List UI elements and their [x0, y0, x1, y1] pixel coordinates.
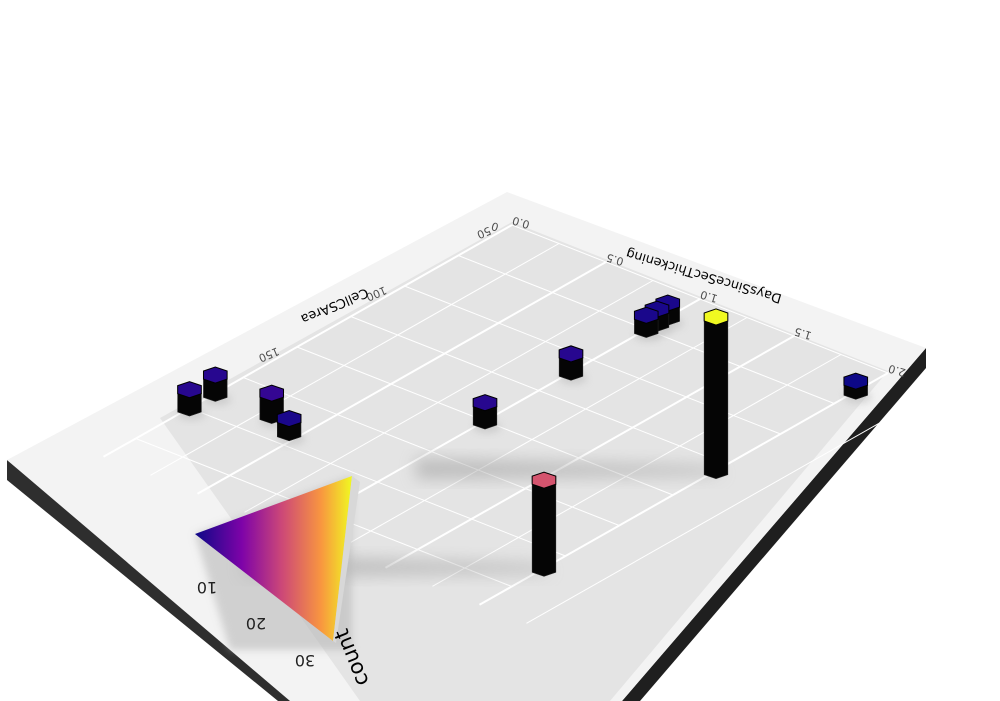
legend-tick: 20 — [246, 614, 266, 633]
hex-bar-top — [703, 308, 729, 326]
hex-bar-body — [703, 312, 729, 479]
grid-line-y — [189, 407, 566, 557]
color-legend: 10 20 30 count — [195, 476, 374, 690]
grid-line-y — [243, 377, 620, 526]
x-tick-label: 1.5 — [793, 325, 813, 342]
grid-line-x — [197, 261, 607, 495]
y-tick-label: 50 — [475, 224, 493, 241]
grid-line-x — [338, 317, 748, 550]
hex-bar-top — [202, 366, 228, 384]
grid-line-y — [350, 316, 727, 465]
grid-line-x — [150, 243, 560, 476]
hex-bar-top — [558, 345, 584, 363]
hex-bar-top — [531, 471, 557, 489]
hex-bar-top — [633, 306, 659, 324]
x-tick-label: 1.0 — [699, 288, 719, 305]
legend-colorbar — [195, 476, 352, 641]
grid-line-x — [244, 280, 654, 513]
legend-colorbar-side — [333, 476, 360, 643]
legend-tick: 30 — [295, 651, 315, 670]
legend-tick: 10 — [197, 578, 217, 597]
hex-bar-top — [177, 381, 202, 399]
hex-bar-body — [531, 476, 557, 577]
bar-shadow — [416, 458, 726, 479]
grid-line-y — [511, 224, 889, 374]
x-tick-label: 2.0 — [887, 362, 907, 379]
hex-bar-top — [276, 409, 302, 428]
hex-bar-top — [843, 372, 869, 390]
x-tick-label: 0.0 — [511, 214, 531, 231]
x-tick-label: 0.5 — [605, 251, 625, 268]
grid-line-x — [103, 224, 513, 458]
hex-bars — [177, 294, 869, 577]
grid-line-x — [526, 391, 936, 624]
hex-bar-top — [259, 384, 285, 402]
x-tick-label: 0 — [490, 219, 500, 233]
hex-bar-top — [472, 394, 498, 412]
